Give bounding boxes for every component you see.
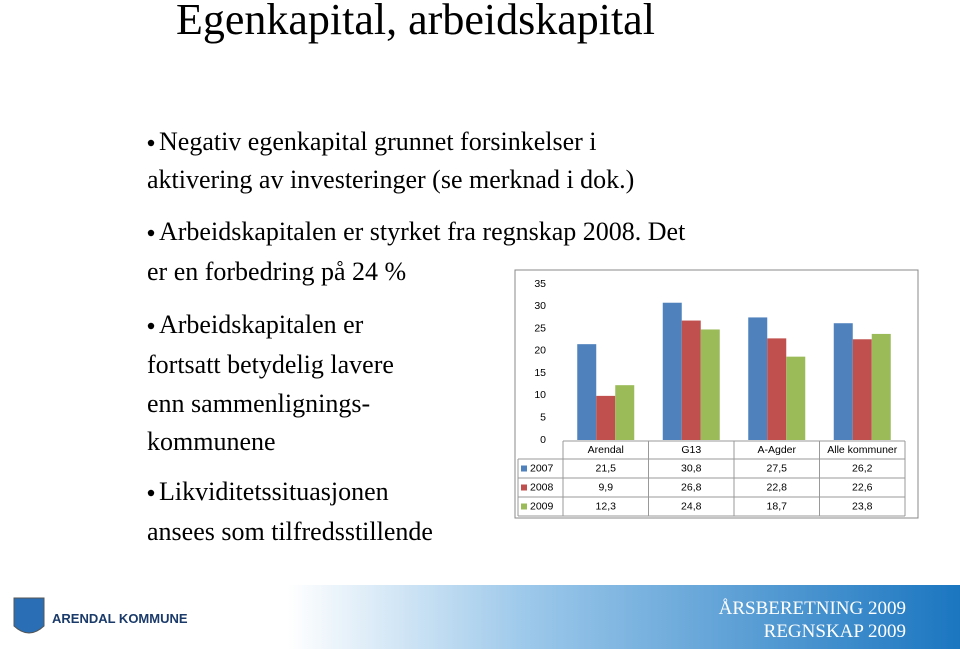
- bar: [662, 302, 682, 440]
- table-value: 30,8: [681, 462, 702, 474]
- table-value: 21,5: [596, 462, 617, 474]
- y-tick-label: 35: [534, 278, 546, 290]
- table-value: 27,5: [767, 462, 788, 474]
- y-tick-label: 10: [534, 389, 546, 401]
- legend-swatch: [521, 465, 527, 472]
- table-value: 22,8: [767, 481, 788, 493]
- bar: [681, 320, 701, 440]
- bullet-text: enn sammenlignings-: [147, 389, 370, 418]
- bullet-text: aktivering av investeringer (se merknad …: [147, 165, 634, 194]
- bullet-dot: [147, 489, 155, 497]
- y-tick-label: 15: [534, 367, 546, 379]
- y-tick-label: 20: [534, 345, 546, 357]
- y-tick-label: 30: [534, 300, 546, 312]
- table-value: 12,3: [596, 500, 617, 512]
- legend-label: 2009: [530, 500, 554, 512]
- category-label: G13: [681, 444, 701, 456]
- bullet-text: Arbeidskapitalen er: [159, 310, 364, 339]
- bullet-text: fortsatt betydelig lavere: [147, 350, 394, 379]
- bar: [615, 385, 635, 440]
- footer-band: [0, 585, 960, 649]
- bar: [596, 395, 616, 440]
- bullet-text: Likviditetssituasjonen: [159, 477, 389, 506]
- bullet-text: er en forbedring på 24 %: [147, 257, 406, 286]
- table-value: 9,9: [598, 481, 613, 493]
- legend-swatch: [521, 503, 527, 510]
- table-value: 26,2: [852, 462, 873, 474]
- legend-label: 2007: [530, 462, 554, 474]
- bullet-text: kommunene: [147, 427, 276, 456]
- footer-line: ÅRSBERETNING 2009: [719, 598, 906, 619]
- legend-label: 2008: [530, 481, 554, 493]
- table-value: 18,7: [767, 500, 788, 512]
- y-tick-label: 25: [534, 322, 546, 334]
- bar: [577, 344, 597, 440]
- bullet-dot: [147, 229, 155, 237]
- bullet-text: Negativ egenkapital grunnet forsinkelser…: [159, 127, 597, 156]
- bar: [871, 333, 891, 440]
- y-tick-label: 0: [540, 434, 546, 446]
- bar: [852, 339, 872, 440]
- category-label: A-Agder: [757, 444, 796, 456]
- table-value: 23,8: [852, 500, 873, 512]
- logo-text: ARENDAL KOMMUNE: [52, 611, 188, 626]
- bullet-text: ansees som tilfredsstillende: [147, 517, 433, 546]
- slide-title: Egenkapital, arbeidskapital: [176, 0, 655, 44]
- category-label: Arendal: [588, 444, 624, 456]
- table-value: 22,6: [852, 481, 873, 493]
- legend-swatch: [521, 484, 527, 491]
- table-value: 26,8: [681, 481, 702, 493]
- bullet-text: Arbeidskapitalen er styrket fra regnskap…: [159, 217, 686, 246]
- bar: [748, 317, 768, 440]
- y-tick-label: 5: [540, 411, 546, 423]
- bar: [700, 329, 720, 440]
- logo-shield: [13, 597, 45, 634]
- bar: [833, 323, 853, 440]
- bar: [767, 338, 787, 440]
- bar: [786, 356, 806, 440]
- footer-line: REGNSKAP 2009: [764, 621, 906, 642]
- table-value: 24,8: [681, 500, 702, 512]
- bullet-dot: [147, 139, 155, 147]
- bullet-dot: [147, 322, 155, 330]
- category-label: Alle kommuner: [827, 444, 898, 456]
